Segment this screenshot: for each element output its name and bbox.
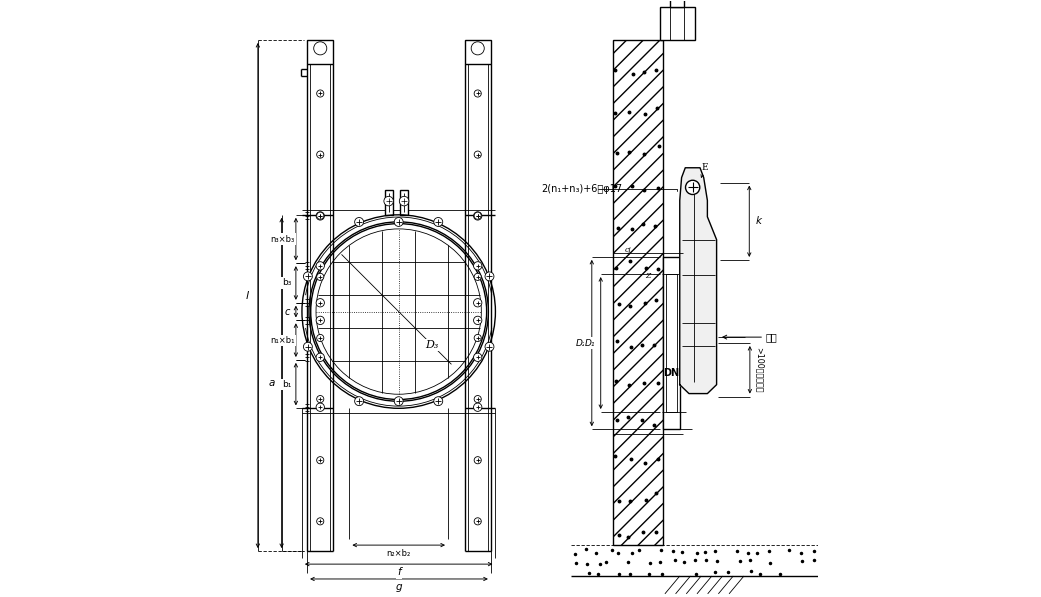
Circle shape <box>474 518 481 525</box>
Circle shape <box>316 298 325 307</box>
Text: k: k <box>756 216 762 226</box>
Circle shape <box>474 151 481 158</box>
Circle shape <box>485 272 493 281</box>
Bar <box>612 40 663 545</box>
Text: Z: Z <box>645 272 651 280</box>
Text: D₃: D₃ <box>426 340 439 350</box>
Circle shape <box>316 273 324 281</box>
Text: f: f <box>397 567 401 577</box>
Circle shape <box>303 342 312 351</box>
Text: n₁×b₁: n₁×b₁ <box>271 336 295 344</box>
Circle shape <box>316 261 325 270</box>
Text: l: l <box>246 291 249 300</box>
Bar <box>663 257 680 429</box>
Text: c: c <box>285 307 290 316</box>
Circle shape <box>474 298 482 307</box>
Bar <box>464 40 490 64</box>
Text: b₁: b₁ <box>282 380 291 389</box>
Circle shape <box>434 217 442 226</box>
Circle shape <box>474 334 481 341</box>
Circle shape <box>316 457 324 464</box>
Bar <box>400 190 408 215</box>
Bar <box>385 190 392 215</box>
Circle shape <box>434 397 442 405</box>
Circle shape <box>316 151 324 158</box>
Text: 2(n₁+n₃)+6－φ17: 2(n₁+n₃)+6－φ17 <box>541 183 623 193</box>
Bar <box>665 274 678 412</box>
Text: 水压: 水压 <box>766 332 778 342</box>
Circle shape <box>316 316 325 325</box>
Circle shape <box>474 457 481 464</box>
Text: n₃×b₃: n₃×b₃ <box>271 235 295 244</box>
Circle shape <box>316 334 324 341</box>
Circle shape <box>474 90 481 97</box>
Circle shape <box>316 353 325 361</box>
Circle shape <box>485 342 493 351</box>
Text: D₁: D₁ <box>585 338 595 347</box>
Polygon shape <box>680 168 716 393</box>
Circle shape <box>316 396 324 402</box>
Circle shape <box>474 261 482 270</box>
Circle shape <box>400 196 409 206</box>
Circle shape <box>474 316 482 325</box>
Text: E: E <box>702 163 708 173</box>
Text: a: a <box>269 378 275 388</box>
Text: DN: DN <box>663 368 680 378</box>
Circle shape <box>395 217 403 226</box>
Circle shape <box>686 180 700 195</box>
Text: D₂: D₂ <box>576 338 586 347</box>
Circle shape <box>316 90 324 97</box>
Circle shape <box>384 196 393 206</box>
Text: b₃: b₃ <box>282 278 291 288</box>
Circle shape <box>355 217 363 226</box>
Circle shape <box>474 212 481 219</box>
Circle shape <box>395 397 403 405</box>
Text: n₂×b₂: n₂×b₂ <box>386 549 411 558</box>
Circle shape <box>474 353 482 361</box>
Circle shape <box>474 273 481 281</box>
Text: >100延压板后距: >100延压板后距 <box>755 347 763 393</box>
Circle shape <box>474 212 482 220</box>
Circle shape <box>355 397 363 405</box>
Text: cj: cj <box>625 246 631 254</box>
Circle shape <box>316 212 325 220</box>
Circle shape <box>303 272 312 281</box>
Circle shape <box>316 212 324 219</box>
Circle shape <box>316 403 325 411</box>
Circle shape <box>474 396 481 402</box>
Bar <box>660 7 694 40</box>
Circle shape <box>474 403 482 411</box>
Bar <box>307 40 333 64</box>
Circle shape <box>316 518 324 525</box>
Bar <box>670 0 684 7</box>
Text: g: g <box>396 582 402 592</box>
